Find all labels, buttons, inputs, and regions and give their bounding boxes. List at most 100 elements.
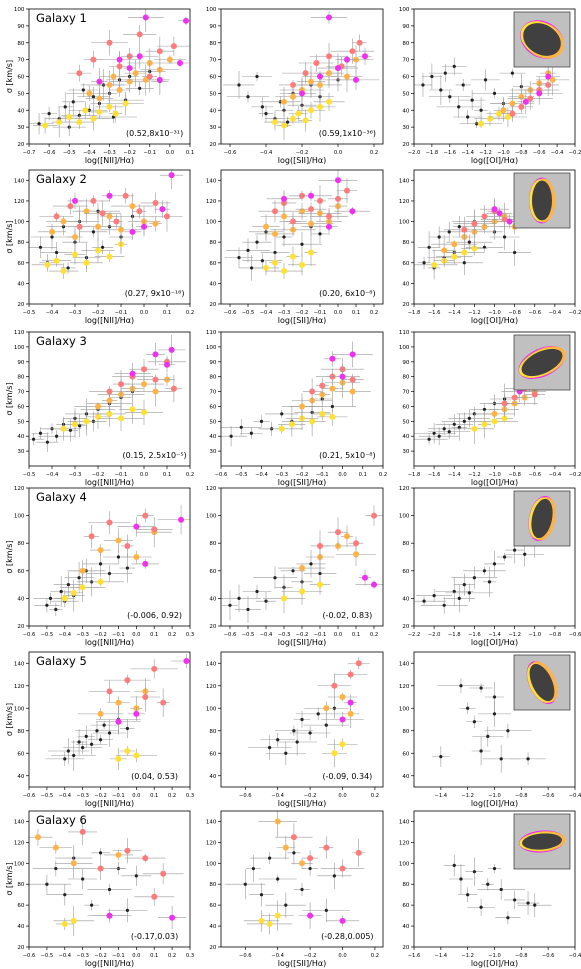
data-point-black	[330, 404, 334, 409]
x-tick-label: −1.2	[468, 472, 481, 478]
data-point-orange	[133, 554, 140, 560]
y-tick-label: 70	[17, 58, 25, 64]
panel-g5-sii: −0.6 −0.4 −0.2 0.0 0.2 40 60 80 100 120 140 log([SI…	[206, 651, 384, 808]
x-tick-label: −0.5	[41, 953, 54, 959]
data-point-salmon	[164, 213, 170, 220]
data-point-black	[38, 245, 43, 249]
x-tick-label: −0.8	[508, 310, 521, 316]
x-tick-label: −0.7	[23, 150, 36, 156]
y-tick-label: 40	[209, 108, 217, 114]
data-point-magenta	[136, 53, 143, 60]
x-tick-label: 0.1	[150, 793, 158, 799]
data-point-black	[45, 440, 50, 444]
data-point-salmon	[309, 388, 316, 395]
correlation-annotation: (0.59,1x10⁻³⁶)	[319, 129, 376, 138]
y-tick-label: 100	[399, 861, 410, 867]
data-point-black	[125, 726, 129, 731]
y-tick-label: 120	[14, 684, 25, 690]
panel-g6-nii: −0.6 −0.5 −0.4 −0.3 −0.2 −0.1 0.0 0.1 0.2 0.3 20 40…	[5, 810, 194, 968]
data-point-magenta	[353, 76, 359, 83]
data-point-black	[499, 757, 503, 761]
data-point-black	[308, 731, 312, 735]
data-point-yellow	[53, 257, 60, 264]
x-tick-label: 0.2	[370, 632, 378, 638]
plot-area	[29, 170, 184, 279]
y-tick-label: 60	[209, 903, 217, 909]
data-point-yellow	[339, 741, 346, 748]
correlation-annotation: (-0.28,0.005)	[321, 932, 373, 941]
y-tick-label: 60	[209, 261, 217, 267]
data-point-yellow	[461, 249, 468, 256]
data-point-magenta	[106, 192, 113, 199]
data-point-orange	[353, 551, 359, 558]
plot-area	[414, 377, 546, 446]
data-point-yellow	[72, 251, 78, 258]
panel-g4-oi: −2.2 −2.0 −1.8 −1.6 −1.4 −1.2 −1.0 −0.8 −0.6 20 40…	[399, 486, 581, 647]
x-tick-label: −0.6	[224, 150, 237, 156]
y-tick-label: 120	[14, 199, 25, 205]
data-point-orange	[60, 218, 67, 225]
data-point-salmon	[113, 218, 120, 225]
y-tick-label: 80	[402, 41, 410, 47]
data-point-orange	[116, 87, 123, 93]
y-tick-label: 20	[209, 302, 217, 308]
x-tick-label: −0.4	[271, 793, 284, 799]
data-point-orange	[344, 533, 350, 540]
x-tick-label: −0.2	[569, 310, 581, 316]
data-point-black	[237, 596, 241, 601]
data-point-yellow	[281, 268, 287, 275]
x-axis-label: log([NII]/Hα)	[85, 156, 134, 165]
y-tick-label: 20	[17, 945, 25, 951]
x-tick-label: −0.4	[549, 310, 562, 316]
x-tick-label: −1.4	[488, 632, 501, 638]
y-tick-label: 40	[402, 108, 410, 114]
data-point-orange	[141, 381, 147, 388]
data-point-orange	[441, 247, 448, 254]
data-point-magenta	[329, 355, 336, 362]
data-point-yellow	[66, 114, 73, 120]
x-axis-label: log([SII]/Hα)	[278, 156, 326, 165]
data-point-black	[31, 437, 36, 441]
data-point-salmon	[302, 70, 309, 77]
y-tick-label: 100	[399, 706, 410, 712]
data-point-black	[459, 684, 463, 688]
x-axis-label: log([NII]/Hα)	[85, 799, 134, 808]
panel-g2-oi: −1.8 −1.6 −1.4 −1.2 −1.0 −0.8 −0.6 −0.4 −0.2 20 40…	[399, 169, 581, 325]
y-tick-label: 80	[209, 41, 217, 47]
y-tick-label: 80	[17, 41, 25, 47]
data-point-magenta	[491, 206, 498, 213]
data-point-salmon	[319, 382, 326, 389]
data-point-black	[107, 887, 112, 892]
data-point-orange	[34, 834, 41, 841]
inset-map	[513, 654, 571, 711]
x-tick-label: 0.0	[140, 310, 148, 316]
data-point-salmon	[349, 48, 356, 55]
inset-disk	[529, 663, 555, 702]
panel-g3-oi: −1.8 −1.6 −1.4 −1.2 −1.0 −0.8 −0.6 −0.4 −0.2 30 40…	[399, 330, 581, 487]
panel-g2-nii: −0.5 −0.4 −0.3 −0.2 −0.1 0.0 0.1 0.2 20 40 60 80 100…	[5, 169, 194, 325]
x-tick-label: 0.3	[186, 632, 194, 638]
data-point-salmon	[76, 223, 83, 230]
x-tick-label: 0.1	[163, 310, 171, 316]
x-tick-label: −1.0	[488, 953, 501, 959]
data-point-salmon	[79, 828, 86, 835]
x-tick-label: 0.0	[132, 632, 140, 638]
data-point-yellow	[90, 115, 97, 122]
y-tick-label: 110	[14, 330, 25, 336]
x-tick-label: −0.2	[94, 632, 107, 638]
x-axis-label: log([OI]/Hα)	[471, 156, 518, 165]
data-point-yellow	[331, 750, 338, 757]
plot-area	[221, 341, 373, 447]
data-point-black	[472, 576, 476, 580]
data-point-salmon	[317, 197, 323, 204]
correlation-annotation: (-0.17,0.03)	[131, 932, 178, 941]
x-tick-label: −0.4	[260, 632, 273, 638]
x-tick-label: −0.6	[23, 632, 36, 638]
data-point-black	[447, 430, 451, 434]
x-axis-label: log([NII]/Hα)	[85, 959, 134, 968]
data-point-black	[84, 734, 88, 738]
y-tick-label: 40	[17, 774, 25, 780]
data-point-orange	[319, 391, 326, 398]
x-tick-label: −0.2	[94, 953, 107, 959]
data-point-orange	[299, 565, 305, 572]
